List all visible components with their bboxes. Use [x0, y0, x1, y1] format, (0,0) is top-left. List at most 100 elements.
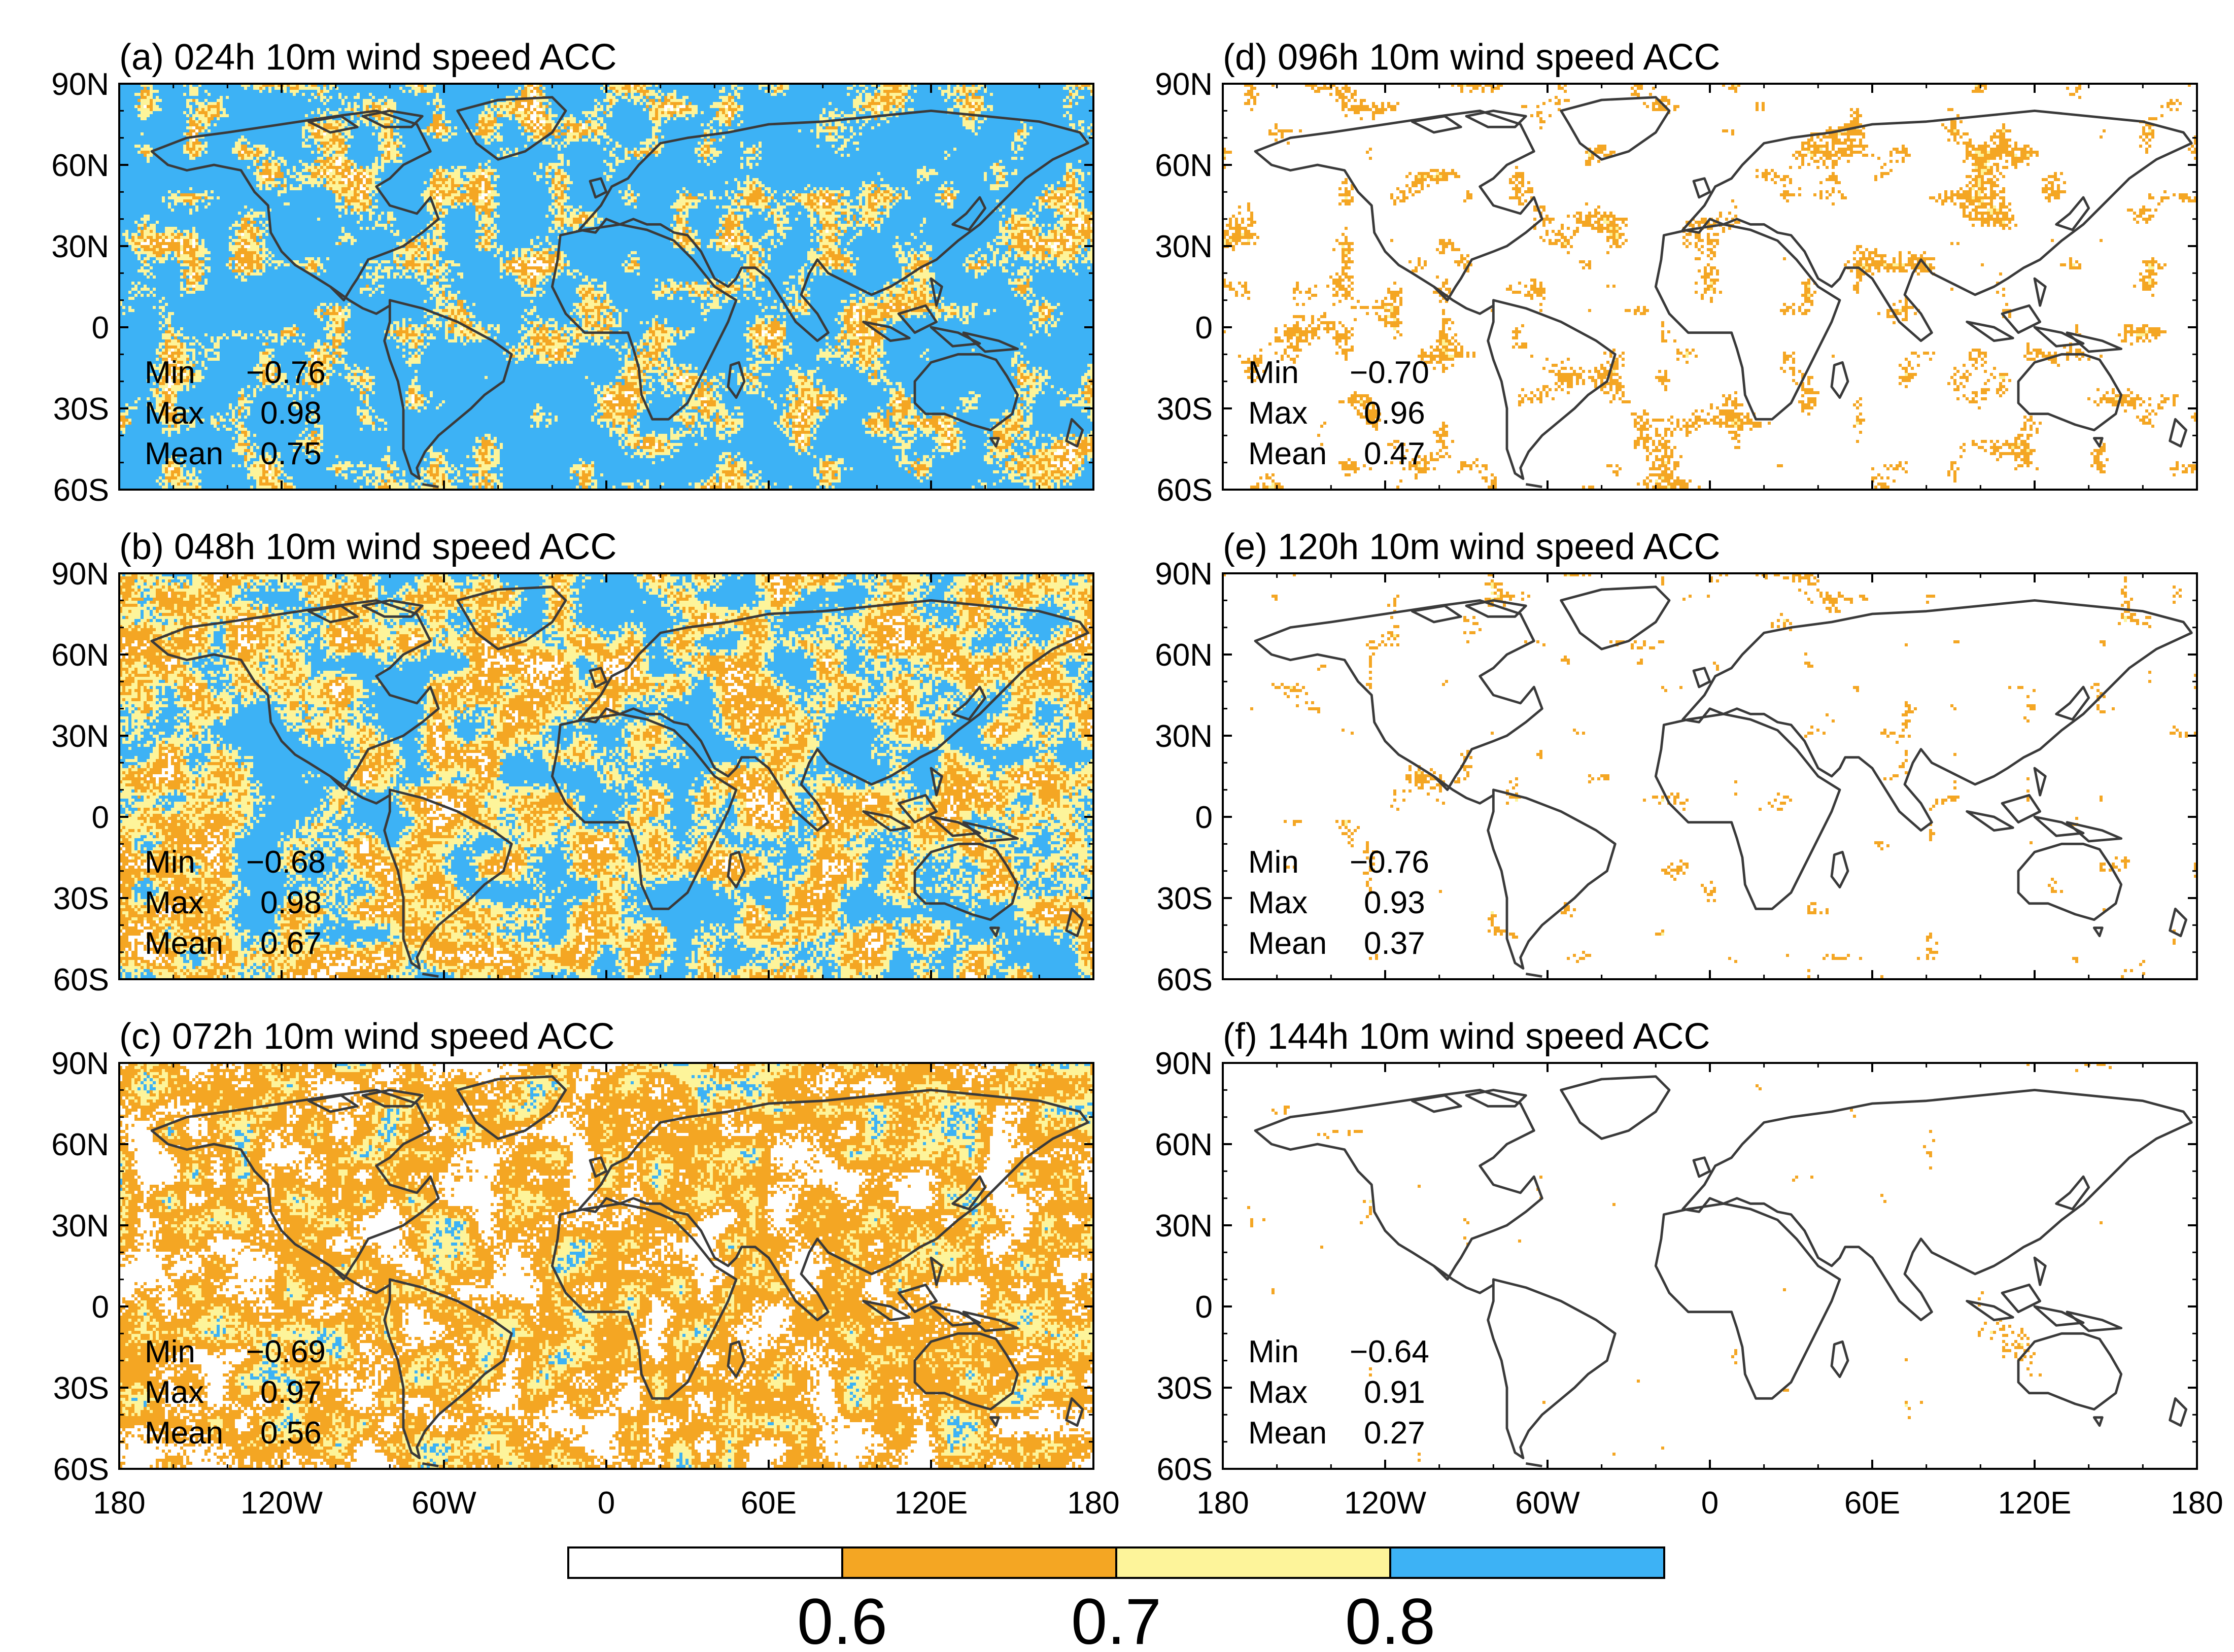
map-panel-f: (f) 144h 10m wind speed ACC 90N 60N 30N 0 30S… [1155, 1016, 2223, 1521]
lon-label: 120W [240, 1486, 323, 1521]
acc-above-0.8 [119, 573, 1093, 978]
acc-0.6-0.7 [119, 1063, 1093, 1468]
lat-label: 60N [51, 148, 109, 183]
acc-0.6-0.7 [119, 573, 1093, 978]
lat-label: 30S [53, 392, 109, 427]
colorbar: 0.6 0.7 0.8 [567, 1546, 1665, 1652]
stat-min-label: Min [1248, 1334, 1299, 1369]
lat-label: 0 [92, 1290, 109, 1325]
map-panel-d: (d) 096h 10m wind speed ACC 90N 60N 30N 0 30S… [1155, 37, 2198, 508]
stat-max-value: 0.96 [1364, 396, 1425, 431]
colorbar-segment [841, 1546, 1117, 1579]
lat-label: 0 [92, 311, 109, 346]
lon-label: 180 [2171, 1486, 2223, 1521]
acc-0.6-0.7 [1223, 573, 2197, 978]
colorbar-label: 0.6 [797, 1586, 887, 1652]
lat-label: 60N [1155, 1127, 1213, 1162]
stat-max-value: 0.98 [260, 885, 322, 920]
lat-label: 90N [1155, 1046, 1213, 1081]
lon-label: 180 [93, 1486, 145, 1521]
lat-label: 60S [1157, 1452, 1213, 1487]
acc-field [1223, 573, 2197, 979]
lat-label: 0 [92, 800, 109, 835]
stat-min-label: Min [1248, 355, 1299, 390]
lat-label: 90N [51, 67, 109, 102]
stat-min-label: Min [145, 1334, 195, 1369]
stat-max-value: 0.91 [1364, 1375, 1425, 1410]
lon-label: 120W [1344, 1486, 1426, 1521]
colorbar-segment [567, 1546, 843, 1579]
map-panel-b: (b) 048h 10m wind speed ACC 90N 60N 30N 0 30S… [51, 527, 1094, 997]
panel-title: (e) 120h 10m wind speed ACC [1223, 527, 1721, 567]
colorbar-segment [1389, 1546, 1665, 1579]
stat-min-label: Min [1248, 845, 1299, 880]
colorbar-segment [1115, 1546, 1391, 1579]
stat-mean-value: 0.27 [1364, 1416, 1425, 1451]
lon-label: 180 [1196, 1486, 1249, 1521]
map-panel-a: (a) 024h 10m wind speed ACC 90N 60N 30N 0 30S… [51, 37, 1094, 508]
panel-title: (a) 024h 10m wind speed ACC [119, 37, 617, 78]
stat-max-label: Max [145, 396, 204, 431]
stat-min-value: −0.64 [1350, 1334, 1429, 1369]
lat-label: 0 [1195, 800, 1213, 835]
lat-label: 30S [53, 1371, 109, 1406]
lon-label: 0 [598, 1486, 615, 1521]
lon-label: 120E [1998, 1486, 2072, 1521]
panel-title: (b) 048h 10m wind speed ACC [119, 527, 617, 567]
lon-label: 180 [1067, 1486, 1119, 1521]
lat-label: 30S [53, 881, 109, 916]
acc-0.6-0.7 [119, 84, 1093, 489]
stat-mean-label: Mean [1248, 1416, 1327, 1451]
lat-label: 90N [1155, 557, 1213, 592]
lat-label: 30S [1157, 1371, 1213, 1406]
stat-mean-value: 0.37 [1364, 926, 1425, 961]
lat-label: 60S [53, 473, 109, 508]
acc-field [1223, 84, 2197, 490]
lat-label: 60S [53, 1452, 109, 1487]
stat-max-label: Max [1248, 1375, 1308, 1410]
lat-label: 30N [1155, 229, 1213, 264]
map-panel-e: (e) 120h 10m wind speed ACC 90N 60N 30N 0 30S… [1155, 527, 2198, 997]
lat-label: 90N [51, 557, 109, 592]
stat-min-label: Min [145, 355, 195, 390]
lat-label: 60S [1157, 962, 1213, 997]
lon-label: 120E [895, 1486, 968, 1521]
acc-field [119, 1063, 1093, 1469]
acc-0.7-0.8 [119, 1063, 1093, 1468]
stat-min-value: −0.69 [246, 1334, 326, 1369]
acc-field [1223, 1063, 2197, 1469]
lat-label: 0 [1195, 1290, 1213, 1325]
stat-mean-label: Mean [1248, 436, 1327, 471]
stat-mean-label: Mean [145, 926, 223, 961]
stat-max-label: Max [145, 885, 204, 920]
acc-0.6-0.7 [1223, 84, 2197, 489]
lat-label: 30N [1155, 1209, 1213, 1244]
lat-label: 60S [1157, 473, 1213, 508]
stat-max-value: 0.97 [260, 1375, 322, 1410]
stat-mean-value: 0.56 [260, 1416, 322, 1451]
acc-field [119, 573, 1093, 979]
stat-mean-value: 0.75 [260, 436, 322, 471]
lat-label: 60N [1155, 638, 1213, 673]
stat-min-value: −0.68 [246, 845, 326, 880]
stat-mean-label: Mean [145, 1416, 223, 1451]
stat-mean-label: Mean [145, 436, 223, 471]
stat-max-label: Max [1248, 396, 1308, 431]
stat-mean-value: 0.67 [260, 926, 322, 961]
panel-title: (f) 144h 10m wind speed ACC [1223, 1016, 1710, 1057]
lat-label: 30N [1155, 719, 1213, 754]
acc-above-0.8 [119, 84, 1093, 489]
lat-label: 30S [1157, 392, 1213, 427]
stat-mean-label: Mean [1248, 926, 1327, 961]
colorbar-label: 0.7 [1071, 1586, 1161, 1652]
lat-label: 30N [51, 1209, 109, 1244]
lat-label: 90N [51, 1046, 109, 1081]
lat-label: 60N [1155, 148, 1213, 183]
lon-label: 60W [411, 1486, 476, 1521]
stat-max-value: 0.98 [260, 396, 322, 431]
background-below-0.6 [1223, 1063, 2197, 1469]
stat-min-value: −0.70 [1350, 355, 1429, 390]
lon-label: 0 [1701, 1486, 1719, 1521]
stat-min-label: Min [145, 845, 195, 880]
